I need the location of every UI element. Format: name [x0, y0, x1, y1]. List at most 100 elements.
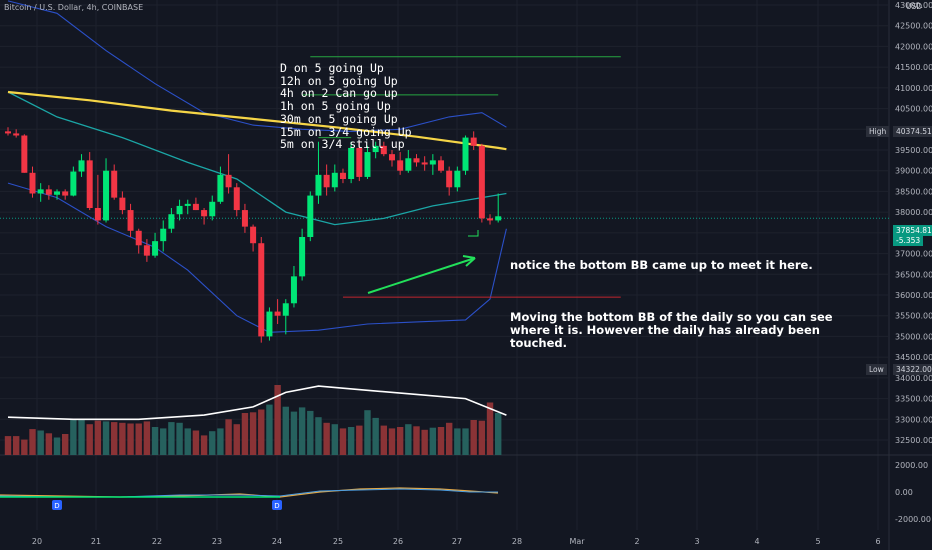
volume-bar — [233, 424, 240, 455]
day-marker — [272, 500, 282, 510]
volume-bar — [217, 428, 224, 455]
note-line: 4h on 2 Can go up — [280, 86, 398, 101]
volume-bar — [70, 418, 77, 455]
price-tick-label: 41000.00 — [895, 84, 932, 93]
time-tick-label: 5 — [815, 537, 820, 546]
price-tick-label: 33500.00 — [895, 395, 932, 404]
note-line: 1h on 5 going Up — [280, 99, 391, 114]
time-tick-label: 22 — [152, 537, 162, 546]
candle-body — [372, 145, 379, 153]
volume-bar — [53, 437, 61, 455]
volume-bar — [209, 431, 216, 455]
arrow-head — [462, 255, 476, 267]
oscillator-pane: 2000.00 0.00 -2000.00 D D — [0, 461, 931, 524]
moving-average-line — [7, 90, 507, 151]
volume-bar — [94, 420, 102, 455]
volume-bar — [380, 425, 388, 455]
candle-body — [217, 174, 224, 202]
bb-lower-band — [7, 182, 507, 333]
volume-bar — [421, 429, 428, 455]
volume-bar — [200, 435, 208, 455]
price-tick-label: 33000.00 — [895, 415, 932, 424]
candle-body — [127, 210, 134, 231]
volume-bar — [249, 412, 257, 455]
candle-body — [388, 154, 395, 161]
volume-bar — [347, 427, 355, 455]
time-tick-label: 2 — [634, 537, 639, 546]
volume-bar — [413, 426, 420, 455]
candle-body — [135, 230, 142, 246]
low-value: 34322.00 — [893, 364, 932, 375]
last-change: -5.353 — [893, 235, 924, 246]
candle-body — [470, 137, 477, 146]
osc-tick-label: 2000.00 — [895, 461, 928, 470]
time-tick-label: 26 — [393, 537, 403, 546]
bb-annotation: notice the bottom BB came up to meet it … — [510, 258, 813, 272]
price-tick-label: 38000.00 — [895, 208, 932, 217]
volume-bar — [339, 428, 347, 455]
price-tick-label: 40500.00 — [895, 105, 932, 114]
volume-bar — [470, 420, 477, 455]
volume-bar — [405, 424, 412, 455]
price-tick-label: 42000.00 — [895, 42, 932, 51]
candle-body — [78, 160, 85, 172]
candle-body — [119, 197, 126, 211]
volume-bar — [282, 406, 289, 455]
volume-bar — [160, 428, 167, 455]
volume-bar — [258, 409, 265, 455]
candle-body — [356, 147, 363, 177]
volume-bar — [119, 422, 126, 455]
last-price: 37854.81 — [893, 225, 932, 236]
candle-body — [397, 160, 404, 171]
high-label: High — [866, 126, 890, 137]
candle-body — [364, 152, 371, 177]
note-line: 30m on 5 going Up — [280, 111, 398, 126]
volume-bar — [241, 413, 249, 455]
time-tick-label: 27 — [452, 537, 462, 546]
candle-body — [29, 172, 36, 194]
candle-body — [413, 158, 420, 163]
price-axis[interactable]: 43000.00 42500.00 42000.00 41500.00 41000.00… — [895, 1, 932, 445]
small-arrow — [468, 230, 479, 237]
price-tick-label: 36000.00 — [895, 291, 932, 300]
volume-bar — [364, 410, 371, 455]
volume-bar — [176, 422, 183, 455]
candle-body — [225, 174, 232, 188]
candle-body — [62, 191, 69, 196]
volume-bar — [298, 407, 306, 455]
candle-body — [233, 187, 240, 211]
volume-bar — [12, 436, 20, 455]
osc-tick-label: -2000.00 — [895, 515, 931, 524]
volume-bar — [437, 427, 445, 455]
volume-bar — [29, 429, 36, 455]
volume-bar — [486, 402, 494, 455]
volume-bar — [266, 404, 273, 455]
candle-body — [323, 174, 330, 188]
candle-body — [21, 135, 28, 173]
candle-body — [45, 189, 52, 195]
candle-body — [111, 170, 118, 198]
note-line: 5m on 3/4 still up — [280, 137, 405, 152]
time-axis[interactable]: 20 21 22 23 24 25 26 27 28 Mar 2 3 4 5 6 — [32, 537, 881, 546]
volume-bars — [4, 385, 502, 455]
candle-body — [299, 237, 306, 277]
candle-body — [160, 228, 167, 242]
volume-bar — [495, 413, 502, 455]
volume-bar — [168, 422, 175, 455]
price-tick-label: 32500.00 — [895, 436, 932, 445]
time-tick-label: 4 — [754, 537, 759, 546]
day-marker-label: D — [54, 502, 59, 510]
price-tick-label: 36500.00 — [895, 270, 932, 279]
arrow-line — [367, 257, 476, 294]
candle-body — [209, 201, 216, 217]
volume-bar — [86, 424, 93, 455]
price-tick-label: 43000.00 — [895, 1, 932, 10]
candle-body — [282, 303, 289, 316]
candle-body — [331, 172, 338, 188]
volume-bar — [143, 421, 151, 455]
volume-bar — [192, 430, 200, 455]
candle-body — [94, 208, 101, 221]
candle-body — [86, 160, 93, 208]
